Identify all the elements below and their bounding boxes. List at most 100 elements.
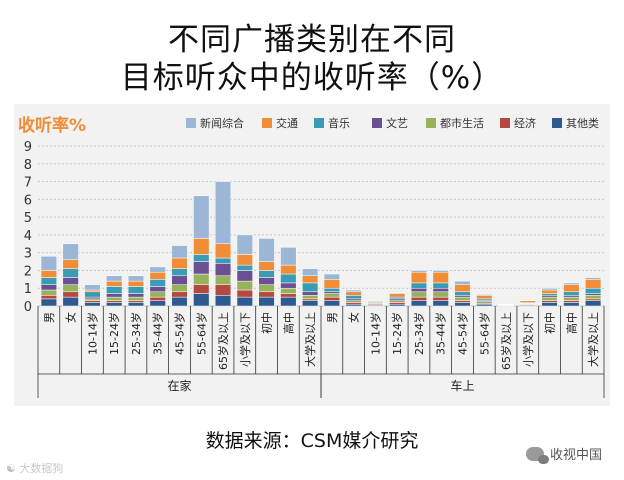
bar-segment xyxy=(280,273,297,284)
y-tick-label: 4 xyxy=(24,229,32,244)
bar-segment xyxy=(214,263,232,277)
x-tick-label: 15-24岁 xyxy=(390,312,404,355)
bar-segment xyxy=(519,300,536,303)
bar-segment xyxy=(40,298,57,307)
bar-segment xyxy=(214,243,232,259)
bar-segment xyxy=(214,275,232,285)
y-tick-label: 7 xyxy=(24,176,32,191)
bar-segment xyxy=(410,291,428,298)
bar-segment xyxy=(106,280,123,287)
bar-segment xyxy=(193,195,210,239)
bar-segment xyxy=(171,257,188,269)
x-tick-label: 小学及以下 xyxy=(521,312,535,367)
bar-segment xyxy=(127,300,145,303)
bar-segment xyxy=(389,292,406,294)
bar-segment xyxy=(62,284,79,293)
bar-segment xyxy=(40,277,57,285)
bar-segment xyxy=(280,264,297,275)
x-tick-label: 35-44岁 xyxy=(151,312,165,355)
bar-segment xyxy=(302,291,319,296)
bar-segment xyxy=(410,300,428,307)
group-label: 车上 xyxy=(450,378,474,393)
bar-segment xyxy=(258,277,275,285)
y-tick-label: 0 xyxy=(24,300,32,315)
y-axis-title: 收听率% xyxy=(18,115,86,136)
bar-segment xyxy=(106,286,123,294)
bar-segment xyxy=(541,289,558,294)
bar-segment xyxy=(149,279,166,287)
bar-segment xyxy=(106,302,123,307)
x-tick-label: 小学及以下 xyxy=(238,312,252,367)
bar-segment xyxy=(476,294,493,296)
bar-segment xyxy=(127,286,145,294)
bar-segment xyxy=(585,295,602,300)
x-tick-label: 高中 xyxy=(281,312,295,334)
x-tick-label: 女 xyxy=(64,312,78,323)
chart-panel: 收听率% 新闻综合 交通 音乐 文艺 都市生活 经济 其他类 0 1 2 3 4 5 6 7 8 9 男女 10-14… xyxy=(14,104,610,406)
bar-segment xyxy=(389,298,406,301)
y-tick-label: 9 xyxy=(24,140,32,155)
bar-segment xyxy=(476,295,493,300)
bar-segment xyxy=(236,280,253,291)
bar-segment xyxy=(563,282,580,285)
data-source: 数据来源：CSM媒介研究 xyxy=(205,430,419,452)
bar-segment xyxy=(345,289,362,293)
bar-segment xyxy=(280,247,297,266)
bar-segment xyxy=(541,302,558,307)
legend-label: 经济 xyxy=(514,116,536,130)
y-tick-label: 8 xyxy=(24,158,32,173)
x-tick-label: 初中 xyxy=(260,312,274,334)
bar-segment xyxy=(541,296,558,301)
legend-label: 新闻综合 xyxy=(200,116,244,130)
bar-segment xyxy=(84,296,101,300)
x-tick-label: 女 xyxy=(347,312,361,323)
bar-segment xyxy=(149,266,166,273)
legend-label: 音乐 xyxy=(328,116,350,130)
y-tick-label: 5 xyxy=(24,211,32,226)
legend-swatch xyxy=(262,118,272,128)
bar-segment xyxy=(563,296,580,301)
bar-segment xyxy=(302,300,319,307)
bar-segment xyxy=(323,291,340,294)
bar-segment xyxy=(563,300,580,303)
legend-swatch xyxy=(372,118,382,128)
bar-segment xyxy=(585,287,602,294)
bar-segment xyxy=(345,298,362,301)
bar-segment xyxy=(214,257,232,264)
watermark-right: 收视中国 xyxy=(525,444,602,464)
x-tick-label: 45-54岁 xyxy=(173,312,187,355)
bar-segment xyxy=(302,275,319,284)
x-tick-label: 高中 xyxy=(564,312,578,334)
bar-segment xyxy=(84,289,101,293)
bar-segment xyxy=(323,287,340,293)
bar-segment xyxy=(149,291,166,298)
bar-segment xyxy=(563,302,580,307)
bar-segment xyxy=(585,277,602,280)
bar-segment xyxy=(236,270,253,282)
bar-segment xyxy=(323,273,340,280)
bar-segment xyxy=(345,303,362,307)
legend-label: 文艺 xyxy=(386,116,408,130)
bar-segment xyxy=(258,284,275,293)
bar-segment xyxy=(280,287,297,294)
x-tick-label: 10-14岁 xyxy=(85,312,99,355)
bar-segment xyxy=(258,296,275,307)
bar-segment xyxy=(389,296,406,300)
bar-segment xyxy=(454,280,471,285)
bar-segment xyxy=(302,298,319,301)
bar-segment xyxy=(236,296,253,307)
bar-segment xyxy=(345,291,362,296)
bar-segment xyxy=(171,284,188,293)
x-tick-label: 45-54岁 xyxy=(456,312,470,355)
bar-segment xyxy=(171,275,188,285)
bar-segment xyxy=(541,287,558,291)
bar-segment xyxy=(62,243,79,261)
bar-segment xyxy=(62,268,79,278)
bar-segment xyxy=(127,293,145,298)
bar-segment xyxy=(171,268,188,277)
x-tick-label: 25-34岁 xyxy=(129,312,143,355)
bar-segment xyxy=(585,279,602,289)
bar-segment xyxy=(410,296,428,301)
bar-segment xyxy=(62,296,79,307)
watermark-left: ☯ 大数据狗 xyxy=(6,460,63,476)
